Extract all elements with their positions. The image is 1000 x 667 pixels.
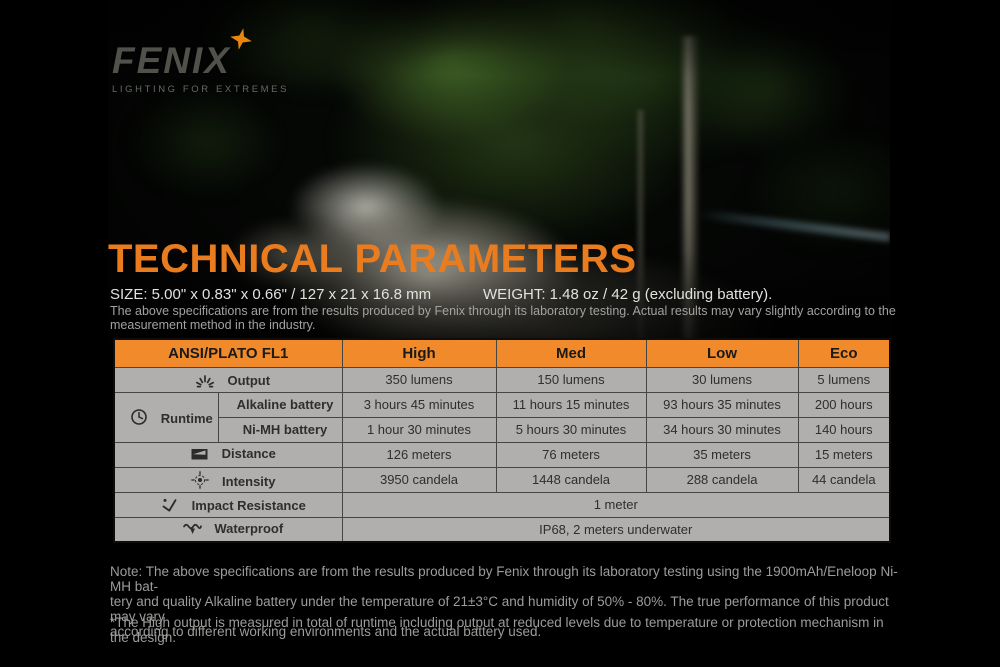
- nimh-battery-label: Ni-MH battery: [217, 416, 343, 443]
- note-line: Note: The above specifications are from …: [110, 564, 898, 594]
- intensity-low: 288 candela: [645, 466, 799, 493]
- size-spec: SIZE: 5.00" x 0.83" x 0.66" / 127 x 21 x…: [110, 286, 432, 303]
- output-low: 30 lumens: [645, 366, 799, 393]
- spec-table: ANSI/PLATO FL1 High Med Low Eco: [113, 338, 892, 543]
- impact-resistance-icon: [160, 497, 180, 513]
- header-low: Low: [645, 338, 799, 368]
- output-med: 150 lumens: [495, 366, 647, 393]
- table-header-row: ANSI/PLATO FL1 High Med Low Eco: [113, 338, 891, 368]
- distance-icon: [190, 448, 210, 464]
- page-title: TECHNICAL PARAMETERS: [108, 237, 637, 281]
- table-row: Intensity 3950 candela 1448 candela 288 …: [113, 466, 891, 493]
- runtime-label: Runtime: [160, 411, 213, 426]
- table-row: Impact Resistance 1 meter: [113, 491, 891, 518]
- clock-icon: [129, 408, 149, 425]
- waterproof-icon: [182, 522, 202, 538]
- distance-label: Distance: [221, 445, 276, 461]
- table-row: Distance 126 meters 76 meters 35 meters …: [113, 441, 891, 468]
- disclaimer-line: measurement method in the industry.: [110, 317, 316, 332]
- logo-tagline: LIGHTING FOR EXTREMES: [112, 84, 290, 95]
- impact-label-cell: Impact Resistance: [113, 491, 343, 518]
- intensity-high: 3950 candela: [341, 466, 497, 493]
- waterproof-value: IP68, 2 meters underwater: [341, 516, 891, 543]
- waterproof-label-cell: Waterproof: [113, 516, 343, 543]
- runtime-alkaline-eco: 200 hours: [797, 391, 891, 418]
- spec-disclaimer: The above specifications are from the re…: [110, 304, 896, 332]
- hero-photo: [108, 0, 890, 346]
- logo-star-icon: [230, 28, 252, 50]
- table-row: Runtime Alkaline battery 3 hours 45 minu…: [113, 391, 891, 443]
- impact-value: 1 meter: [341, 491, 891, 518]
- note-line: tery and quality Alkaline battery under …: [110, 594, 889, 624]
- runtime-label-cell: Runtime: [113, 391, 219, 443]
- output-label-cell: Output: [113, 366, 343, 393]
- runtime-nimh-low: 34 hours 30 minutes: [645, 416, 799, 443]
- header-med: Med: [495, 338, 647, 368]
- logo-wordmark: FENIX: [112, 40, 231, 81]
- runtime-alkaline-med: 11 hours 15 minutes: [495, 391, 647, 418]
- distance-low: 35 meters: [645, 441, 799, 468]
- note-line: according to different working environme…: [110, 624, 542, 639]
- distance-med: 76 meters: [495, 441, 647, 468]
- weight-spec: WEIGHT: 1.48 oz / 42 g (excluding batter…: [483, 286, 773, 303]
- intensity-label-cell: Intensity: [113, 466, 343, 493]
- alkaline-battery-label: Alkaline battery: [217, 391, 343, 418]
- distance-label-cell: Distance: [113, 441, 343, 468]
- output-eco: 5 lumens: [797, 366, 891, 393]
- intensity-med: 1448 candela: [495, 466, 647, 493]
- runtime-nimh-eco: 140 hours: [797, 416, 891, 443]
- runtime-nimh-med: 5 hours 30 minutes: [495, 416, 647, 443]
- header-high: High: [341, 338, 497, 368]
- runtime-alkaline-low: 93 hours 35 minutes: [645, 391, 799, 418]
- distance-high: 126 meters: [341, 441, 497, 468]
- table-row: Waterproof IP68, 2 meters underwater: [113, 516, 891, 543]
- light-output-icon: [195, 372, 215, 388]
- photo-vignette: [108, 0, 890, 346]
- distance-eco: 15 meters: [797, 441, 891, 468]
- high-output-footnote: *The High output is measured in total of…: [110, 615, 884, 645]
- impact-label: Impact Resistance: [191, 497, 306, 513]
- waterproof-label: Waterproof: [214, 520, 284, 536]
- runtime-alkaline-high: 3 hours 45 minutes: [341, 391, 497, 418]
- runtime-nimh-high: 1 hour 30 minutes: [341, 416, 497, 443]
- output-label: Output: [227, 372, 271, 388]
- header-eco: Eco: [797, 338, 891, 368]
- intensity-eco: 44 candela: [797, 466, 891, 493]
- disclaimer-line: The above specifications are from the re…: [110, 304, 896, 318]
- note-paragraph: Note: The above specifications are from …: [110, 564, 900, 639]
- intensity-label: Intensity: [222, 473, 276, 489]
- intensity-icon: [190, 470, 210, 489]
- fenix-logo: FENIX LIGHTING FOR EXTREMES: [112, 28, 290, 95]
- header-ansi-plato: ANSI/PLATO FL1: [113, 338, 343, 368]
- output-high: 350 lumens: [341, 366, 497, 393]
- table-row: Ni-MH battery 1 hour 30 minutes 5 hours …: [114, 416, 891, 443]
- table-row: Output 350 lumens 150 lumens 30 lumens 5…: [113, 366, 891, 393]
